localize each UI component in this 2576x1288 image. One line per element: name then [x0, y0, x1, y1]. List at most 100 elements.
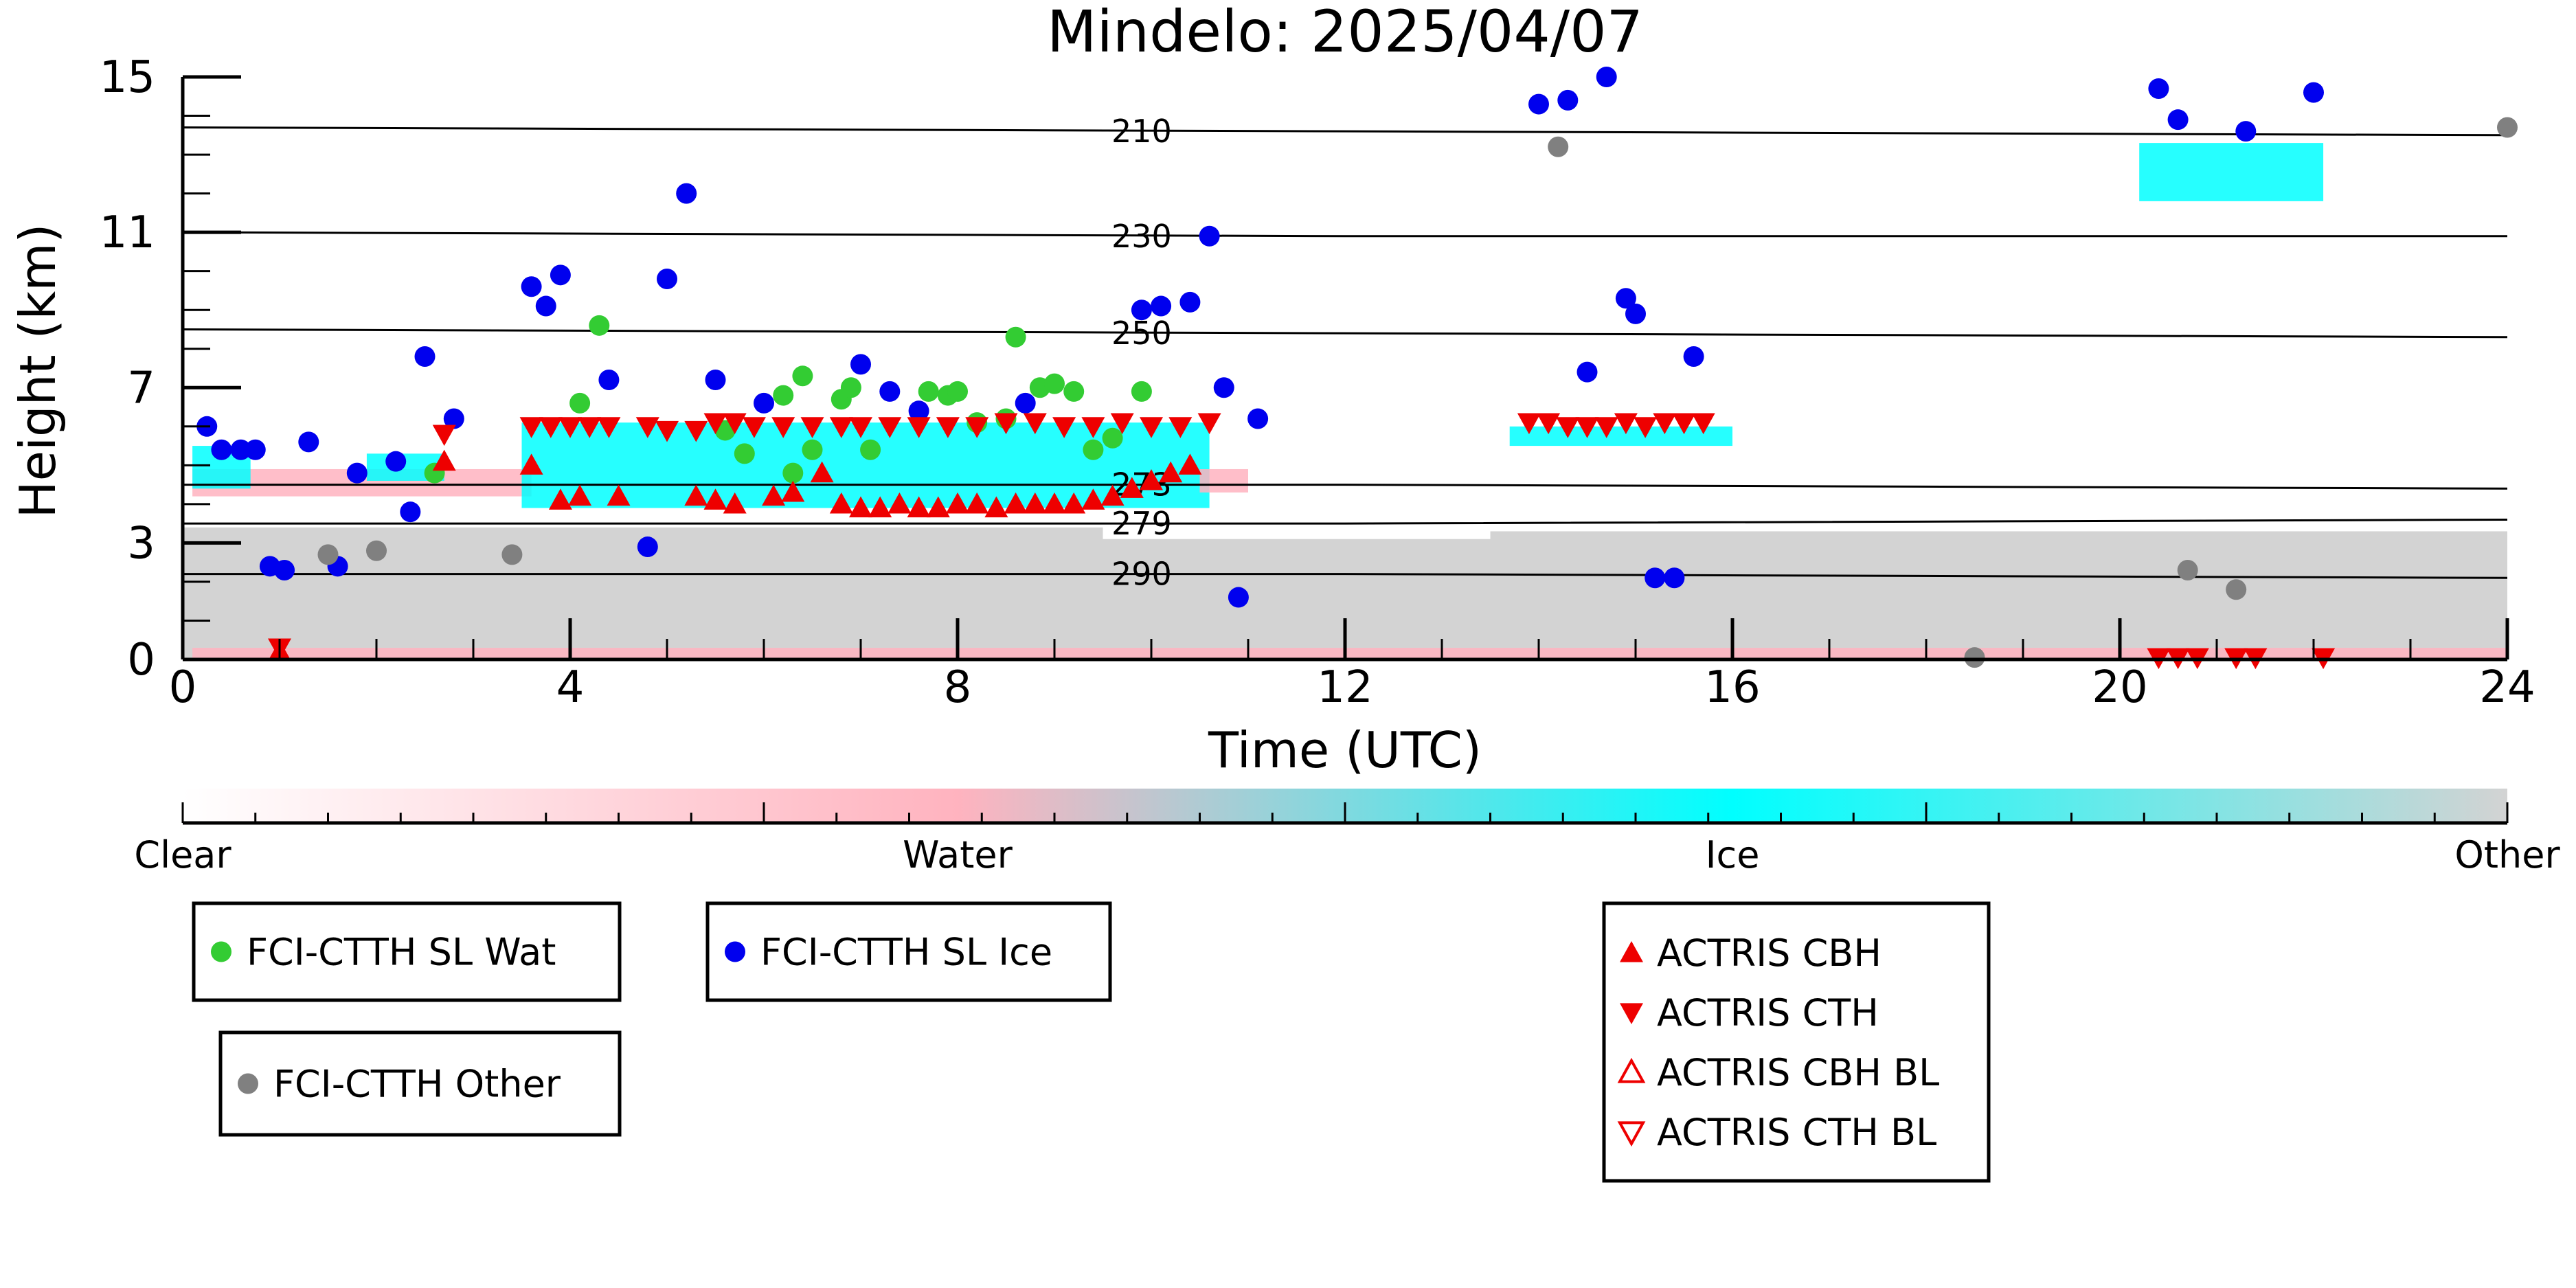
colorbar-label-other: Other — [2454, 833, 2560, 877]
point-fci-ctth-sl-ice-9 — [385, 451, 407, 472]
legend-frame-2 — [218, 1030, 622, 1137]
point-actris-cth-37 — [1672, 413, 1696, 435]
point-fci-ctth-sl-ice-33 — [1528, 93, 1549, 115]
point-actris-cbh-12 — [829, 492, 853, 514]
y-axis-label: Height (km) — [9, 224, 67, 519]
point-fci-ctth-sl-ice-34 — [1557, 89, 1579, 111]
point-fci-ctth-sl-ice-10 — [400, 501, 421, 523]
classification-regions — [183, 143, 2507, 659]
x-tick-label-24: 24 — [2479, 662, 2535, 713]
region-water-9 — [1199, 468, 1248, 493]
point-fci-ctth-sl-ice-41 — [1683, 346, 1704, 368]
legend-marker-actris-cbh-bl — [1617, 1057, 1646, 1083]
legend-box-1: FCI-CTTH SL Ice — [705, 901, 1112, 1002]
point-actris-cbh-1 — [432, 449, 456, 471]
axes: 0 4 8 12 16 20 24 0 3 7 11 15 — [100, 52, 2535, 713]
point-fci-ctth-sl-ice-45 — [2303, 82, 2324, 103]
point-fci-ctth-sl-ice-14 — [535, 295, 556, 317]
y-tick-label-7: 7 — [127, 363, 155, 414]
point-actris-cth-11 — [723, 413, 747, 435]
legends: FCI-CTTH SL Wat FCI-CTTH SL Ice FCI-CTTH O… — [192, 901, 1991, 1183]
point-actris-cbh-8 — [723, 492, 747, 514]
point-fci-ctth-sl-wat-1 — [569, 392, 591, 414]
point-actris-cbh-7 — [703, 488, 727, 510]
point-fci-ctth-sl-ice-30 — [1213, 377, 1234, 398]
point-actris-cbh-6 — [684, 484, 708, 506]
point-fci-ctth-sl-wat-21 — [1083, 439, 1104, 460]
point-fci-ctth-other-4 — [1964, 647, 1985, 668]
point-fci-ctth-sl-ice-32 — [1247, 408, 1269, 429]
point-actris-cbh-9 — [762, 484, 786, 506]
legend-frame-1 — [705, 901, 1112, 1002]
point-actris-cth-29 — [1517, 413, 1541, 435]
isotherm-label-230: 230 — [1111, 218, 1172, 255]
point-actris-cth-17 — [878, 417, 902, 438]
point-actris-cth-38 — [1691, 413, 1715, 435]
point-actris-cbh-22 — [1023, 492, 1047, 514]
point-actris-cth-33 — [1594, 417, 1618, 438]
point-fci-ctth-sl-wat-23 — [1131, 381, 1152, 402]
point-actris-cbh-4 — [568, 484, 592, 506]
region-other-1 — [1103, 539, 1491, 659]
x-axis-label: Time (UTC) — [1208, 721, 1482, 779]
point-fci-ctth-sl-ice-13 — [521, 276, 542, 297]
chart-title: Mindelo: 2025/04/07 — [1047, 0, 1643, 65]
legend-marker-fci-ctth-sl-ice — [725, 941, 745, 962]
x-tick-label-4: 4 — [556, 662, 585, 713]
point-actris-cth-18 — [907, 417, 931, 438]
isotherm-label-290: 290 — [1111, 556, 1172, 593]
point-actris-cbh-14 — [868, 496, 892, 518]
point-actris-cbh-15 — [888, 492, 912, 514]
point-actris-cth-5 — [578, 417, 602, 438]
point-actris-cbh-28 — [1140, 468, 1163, 490]
x-tick-label-0: 0 — [169, 662, 197, 713]
point-actris-cth-3 — [539, 417, 563, 438]
point-fci-ctth-other-0 — [317, 544, 339, 565]
legend-label-actris-cbh-bl: ACTRIS CBH BL — [1657, 1051, 1939, 1094]
point-actris-cth-28 — [1197, 413, 1221, 435]
point-fci-ctth-sl-ice-27 — [1151, 295, 1172, 317]
point-fci-ctth-sl-ice-20 — [705, 369, 726, 390]
legend-marker-fci-ctth-other — [238, 1073, 258, 1094]
point-actris-cth-13 — [771, 417, 795, 438]
x-tick-label-12: 12 — [1317, 662, 1372, 713]
point-actris-cbh-25 — [1081, 488, 1105, 510]
point-fci-ctth-sl-wat-7 — [792, 365, 813, 387]
point-actris-cbh-24 — [1062, 492, 1086, 514]
colorbar-label-ice: Ice — [1706, 833, 1760, 877]
point-fci-ctth-sl-ice-3 — [245, 439, 266, 460]
region-ice-7 — [1509, 426, 1732, 447]
point-actris-cbh-13 — [849, 496, 872, 518]
point-actris-cth-22 — [1023, 413, 1047, 435]
point-actris-cbh-26 — [1100, 484, 1125, 506]
point-actris-cth-1 — [432, 425, 456, 447]
point-actris-cth-30 — [1537, 413, 1561, 435]
point-fci-ctth-sl-ice-18 — [657, 268, 677, 289]
point-fci-ctth-sl-wat-2 — [589, 315, 610, 336]
point-actris-cth-24 — [1081, 417, 1105, 438]
legend-label-actris-cth-bl: ACTRIS CTH BL — [1657, 1111, 1936, 1154]
point-fci-ctth-other-2 — [501, 544, 523, 565]
region-ice-8 — [2139, 143, 2324, 201]
point-fci-ctth-sl-ice-17 — [637, 536, 658, 558]
point-actris-cth-6 — [597, 417, 621, 438]
point-actris-cth-27 — [1168, 417, 1193, 438]
point-fci-ctth-sl-ice-40 — [1664, 567, 1685, 589]
legend-frame-0 — [192, 901, 622, 1002]
point-actris-cth-31 — [1556, 417, 1580, 438]
point-actris-cth-2 — [519, 417, 543, 438]
point-fci-ctth-sl-ice-29 — [1199, 225, 1220, 247]
legend-marker-actris-cth — [1620, 1003, 1643, 1024]
point-actris-cbh-23 — [1043, 492, 1066, 514]
isotherm-label-250: 250 — [1111, 315, 1172, 352]
point-actris-cbh-11 — [810, 461, 834, 483]
point-fci-ctth-sl-wat-8 — [802, 439, 823, 460]
point-actris-cth-34 — [1614, 413, 1638, 435]
point-actris-cth-25 — [1110, 413, 1134, 435]
point-actris-cbh-27 — [1120, 477, 1144, 498]
point-fci-ctth-other-1 — [366, 540, 387, 561]
x-tick-label-16: 16 — [1704, 662, 1760, 713]
point-fci-ctth-sl-ice-12 — [443, 408, 464, 429]
point-actris-cth-23 — [1052, 417, 1076, 438]
